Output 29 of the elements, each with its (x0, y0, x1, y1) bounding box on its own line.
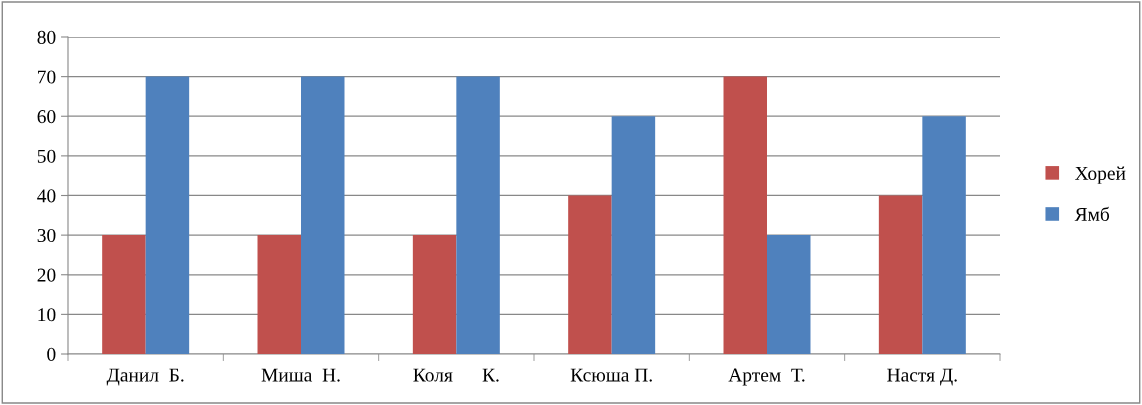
x-tick-label: Миша Н. (261, 368, 340, 382)
bar (257, 235, 301, 354)
x-tick-label: Данил Б. (106, 368, 184, 386)
bar (723, 76, 767, 354)
x-tick-label: Настя Д. (887, 368, 957, 386)
bar (145, 76, 190, 354)
bar (102, 235, 146, 354)
y-tick-label: 10 (38, 308, 56, 322)
legend-label: Ямб (1074, 206, 1110, 221)
y-tick-label: 70 (38, 70, 56, 84)
y-tick-label: 0 (47, 347, 56, 361)
bar (568, 195, 612, 354)
y-tick-label: 50 (37, 149, 56, 163)
bar (878, 195, 923, 354)
legend-label: Хорей (1075, 166, 1126, 184)
bar (456, 76, 500, 354)
bar (922, 116, 966, 354)
y-tick-label: 30 (37, 228, 56, 243)
bar (412, 235, 457, 354)
bar (301, 76, 345, 354)
y-tick-label: 80 (37, 30, 56, 44)
x-tick-label: Ксюша П. (570, 368, 652, 382)
bar (611, 116, 656, 354)
x-tick-label: Артем Т. (728, 368, 805, 386)
y-tick-label: 60 (37, 110, 56, 124)
y-tick-label: 40 (37, 189, 56, 203)
bar (767, 235, 811, 354)
y-tick-label: 20 (37, 268, 56, 282)
x-tick-label: Коля К. (413, 368, 499, 382)
